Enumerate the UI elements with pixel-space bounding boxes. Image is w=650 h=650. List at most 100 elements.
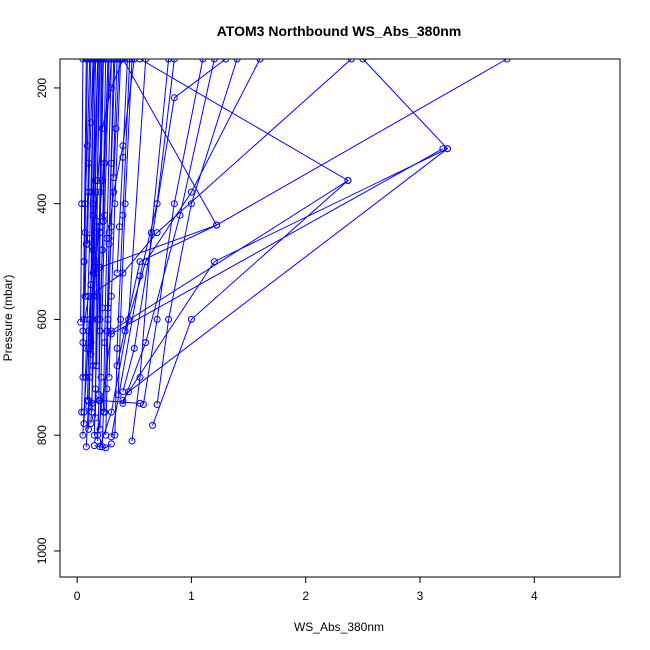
data-point bbox=[86, 234, 94, 242]
data-point bbox=[139, 401, 147, 408]
data-point bbox=[115, 223, 123, 231]
data-point bbox=[87, 350, 95, 358]
data-point bbox=[107, 408, 115, 416]
series-line bbox=[128, 148, 448, 393]
data-point bbox=[170, 59, 178, 63]
series-line bbox=[122, 59, 449, 401]
data-point bbox=[233, 59, 241, 63]
data-point bbox=[80, 258, 88, 266]
data-point bbox=[107, 440, 115, 448]
data-point bbox=[82, 344, 90, 352]
data-point bbox=[130, 344, 138, 352]
data-point bbox=[96, 263, 104, 271]
series-line bbox=[92, 59, 99, 320]
data-point bbox=[136, 373, 144, 381]
x-tick-label: 3 bbox=[417, 589, 424, 603]
plot-frame bbox=[59, 58, 621, 578]
data-point bbox=[94, 431, 102, 439]
data-point bbox=[98, 59, 106, 63]
x-axis-label: WS_Abs_380nm bbox=[294, 620, 384, 634]
series-line bbox=[86, 59, 99, 401]
series-line bbox=[99, 59, 110, 430]
data-point bbox=[87, 420, 95, 428]
data-point bbox=[101, 159, 109, 167]
data-point bbox=[136, 59, 144, 63]
data-point bbox=[113, 362, 121, 370]
data-point bbox=[119, 142, 127, 150]
series-line bbox=[116, 59, 218, 366]
data-point bbox=[98, 177, 106, 184]
data-point bbox=[130, 59, 138, 63]
data-point bbox=[105, 229, 113, 237]
data-point bbox=[359, 59, 367, 63]
data-point bbox=[90, 59, 98, 63]
data-point bbox=[199, 59, 207, 63]
data-point bbox=[80, 420, 88, 428]
data-point bbox=[170, 200, 178, 208]
series-line bbox=[101, 59, 112, 447]
data-point bbox=[125, 315, 133, 323]
data-point bbox=[187, 188, 195, 196]
data-point bbox=[105, 240, 113, 248]
data-point bbox=[119, 59, 127, 63]
x-axis: 0 1 2 3 4 bbox=[74, 577, 538, 603]
series-line bbox=[110, 59, 175, 437]
data-point bbox=[93, 362, 101, 370]
data-point bbox=[213, 221, 221, 229]
data-point bbox=[102, 59, 110, 63]
data-point bbox=[107, 330, 115, 338]
data-point bbox=[149, 421, 157, 429]
data-point bbox=[136, 399, 144, 407]
x-tick-label: 1 bbox=[188, 589, 195, 603]
series-line bbox=[116, 59, 128, 274]
series-line bbox=[108, 59, 135, 233]
data-point bbox=[104, 59, 112, 63]
data-point bbox=[210, 258, 218, 266]
data-point bbox=[117, 315, 125, 323]
series-line bbox=[124, 59, 261, 332]
data-point bbox=[98, 246, 106, 254]
y-axis: 200 400 600 800 1000 bbox=[35, 78, 60, 564]
x-tick-label: 2 bbox=[302, 589, 309, 603]
series-line bbox=[107, 59, 116, 308]
data-point bbox=[107, 59, 115, 63]
data-point bbox=[94, 59, 102, 63]
series-line bbox=[111, 148, 444, 335]
data-point bbox=[99, 217, 107, 225]
data-point bbox=[123, 59, 131, 63]
data-point bbox=[119, 399, 127, 407]
series-line bbox=[80, 59, 84, 323]
series-line bbox=[88, 399, 141, 407]
series-line bbox=[90, 59, 112, 355]
series-line bbox=[156, 59, 238, 405]
series-line bbox=[114, 59, 131, 436]
data-point bbox=[110, 174, 118, 182]
data-point bbox=[79, 339, 87, 347]
data-point bbox=[85, 425, 93, 433]
series-line bbox=[83, 59, 95, 424]
data-point bbox=[176, 211, 184, 219]
data-point bbox=[113, 59, 121, 63]
data-point bbox=[210, 59, 218, 63]
data-point bbox=[82, 443, 90, 451]
y-axis-label: Pressure (mbar) bbox=[1, 275, 15, 362]
data-point bbox=[128, 437, 136, 445]
chart-title: ATOM3 Northbound WS_Abs_380nm bbox=[217, 23, 462, 39]
data-point bbox=[87, 59, 95, 63]
data-point bbox=[91, 414, 99, 422]
data-point bbox=[347, 59, 355, 63]
data-point bbox=[503, 59, 511, 63]
data-point bbox=[96, 315, 104, 323]
series-line bbox=[98, 59, 102, 395]
y-tick-label: 200 bbox=[35, 78, 49, 98]
data-point bbox=[165, 59, 173, 63]
series-line bbox=[97, 59, 349, 436]
data-point bbox=[79, 431, 87, 439]
y-tick-label: 600 bbox=[35, 309, 49, 329]
data-point bbox=[111, 59, 119, 63]
data-point bbox=[165, 315, 173, 323]
data-point bbox=[107, 327, 115, 335]
data-point bbox=[170, 94, 178, 102]
data-point bbox=[153, 315, 161, 323]
data-point bbox=[119, 397, 127, 404]
